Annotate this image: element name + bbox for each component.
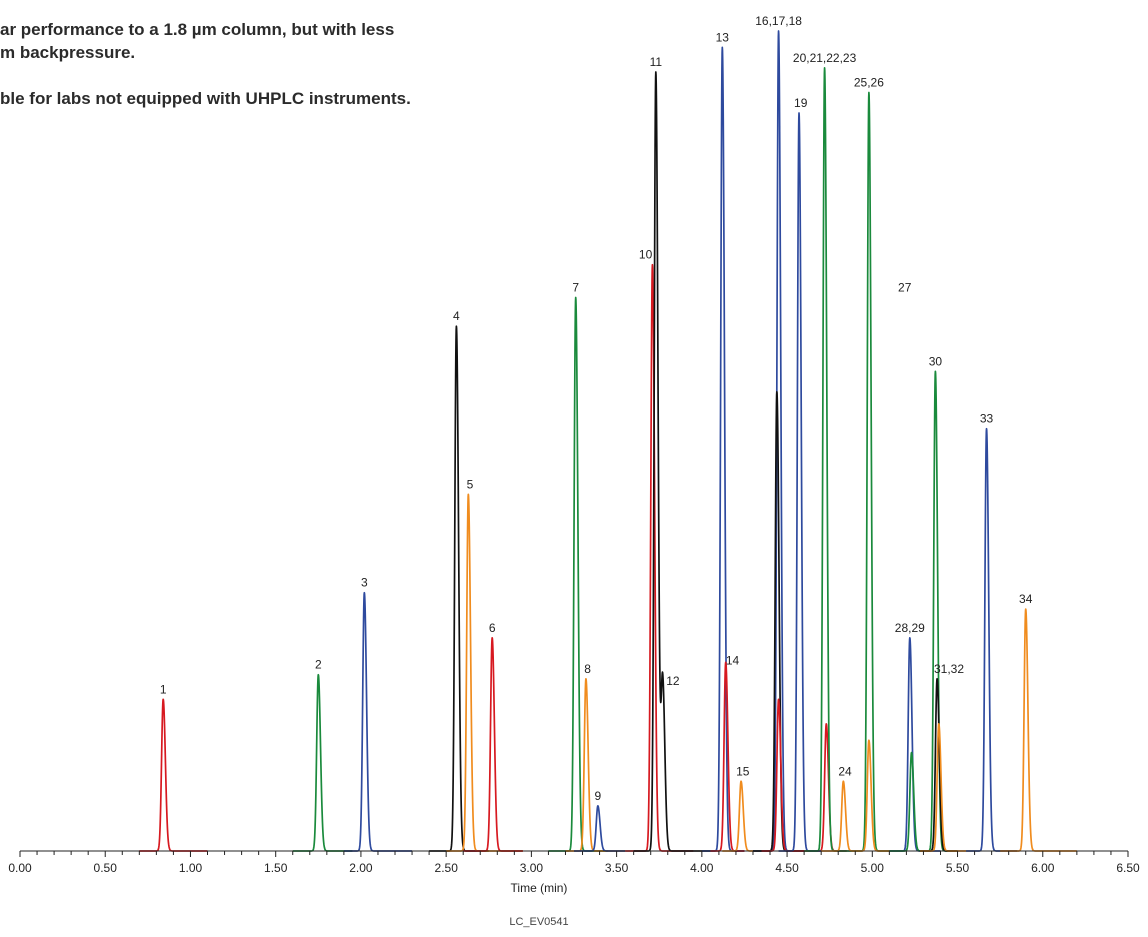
peak-label: 5 xyxy=(467,477,474,491)
trace-blue-25 xyxy=(965,427,1018,852)
peak-label: 33 xyxy=(980,412,994,426)
x-tick-label: 5.50 xyxy=(946,861,970,875)
note-line-2: m backpressure. xyxy=(0,43,136,62)
x-tick-label: 6.00 xyxy=(1031,861,1055,875)
x-tick-label: 3.50 xyxy=(605,861,629,875)
peak-label: 14 xyxy=(726,654,740,668)
trace-orange-5 xyxy=(445,493,524,852)
peak-label: 15 xyxy=(736,764,750,778)
note-line-1: ar performance to a 1.8 µm column, but w… xyxy=(0,20,395,39)
peak-label: 11 xyxy=(650,55,663,69)
peak-label: 28,29 xyxy=(895,621,925,635)
peak-label: 31,32 xyxy=(934,662,964,676)
trace-green-19 xyxy=(803,67,891,852)
trace-orange-26 xyxy=(999,608,1078,852)
x-tick-label: 4.00 xyxy=(690,861,714,875)
peak-label: 20,21,22,23 xyxy=(793,51,857,65)
peak-label: 12 xyxy=(666,674,680,688)
x-tick-label: 1.50 xyxy=(264,861,288,875)
peak-label: 16,17,18 xyxy=(755,14,802,28)
peak-label: 9 xyxy=(595,789,602,803)
note-line-3: ble for labs not equipped with UHPLC ins… xyxy=(0,89,411,108)
peak-label: 3 xyxy=(361,576,368,590)
trace-black-11 xyxy=(633,71,712,852)
trace-blue-12 xyxy=(701,46,746,852)
x-axis-title: Time (min) xyxy=(511,881,568,895)
trace-red-1 xyxy=(138,698,209,852)
x-tick-label: 2.00 xyxy=(349,861,373,875)
figure-code: LC_EV0541 xyxy=(509,916,568,928)
peak-label: 30 xyxy=(929,354,943,368)
peak-label: 24 xyxy=(838,764,852,778)
x-tick-label: 4.50 xyxy=(775,861,799,875)
x-tick-label: 0.50 xyxy=(94,861,118,875)
x-tick-label: 5.00 xyxy=(861,861,885,875)
peak-label: 1 xyxy=(160,682,167,696)
peak-label: 7 xyxy=(572,281,579,295)
trace-black-4 xyxy=(428,325,490,852)
peak-label: 2 xyxy=(315,658,322,672)
trace-blue-18 xyxy=(777,112,822,852)
peak-label: 13 xyxy=(716,30,730,44)
peak-label: 4 xyxy=(453,309,460,323)
x-tick-label: 0.00 xyxy=(8,861,32,875)
peak-label: 27 xyxy=(898,281,912,295)
x-tick-label: 2.50 xyxy=(435,861,459,875)
peak-labels: 12345678910111213141516,17,181920,21,22,… xyxy=(160,14,1033,803)
peak-label: 6 xyxy=(489,621,496,635)
x-tick-label: 3.00 xyxy=(520,861,544,875)
peak-label: 25,26 xyxy=(854,76,884,90)
trace-green-2 xyxy=(292,673,354,852)
peak-label: 8 xyxy=(584,662,591,676)
x-axis: 0.00 0.50 1.00 1.50 2.00 2.50 3.00 3.50 4.00 4.50… xyxy=(8,850,1140,875)
chromatogram-traces xyxy=(138,30,1078,852)
peak-label: 19 xyxy=(794,96,808,110)
trace-green-22 xyxy=(888,370,959,852)
peak-label: 10 xyxy=(639,248,653,262)
x-tick-label: 6.50 xyxy=(1116,861,1140,875)
x-tick-label: 1.00 xyxy=(179,861,203,875)
trace-green-7 xyxy=(547,296,609,852)
trace-blue-3 xyxy=(343,591,413,852)
peak-label: 34 xyxy=(1019,592,1033,606)
trace-orange-24 xyxy=(919,723,967,852)
